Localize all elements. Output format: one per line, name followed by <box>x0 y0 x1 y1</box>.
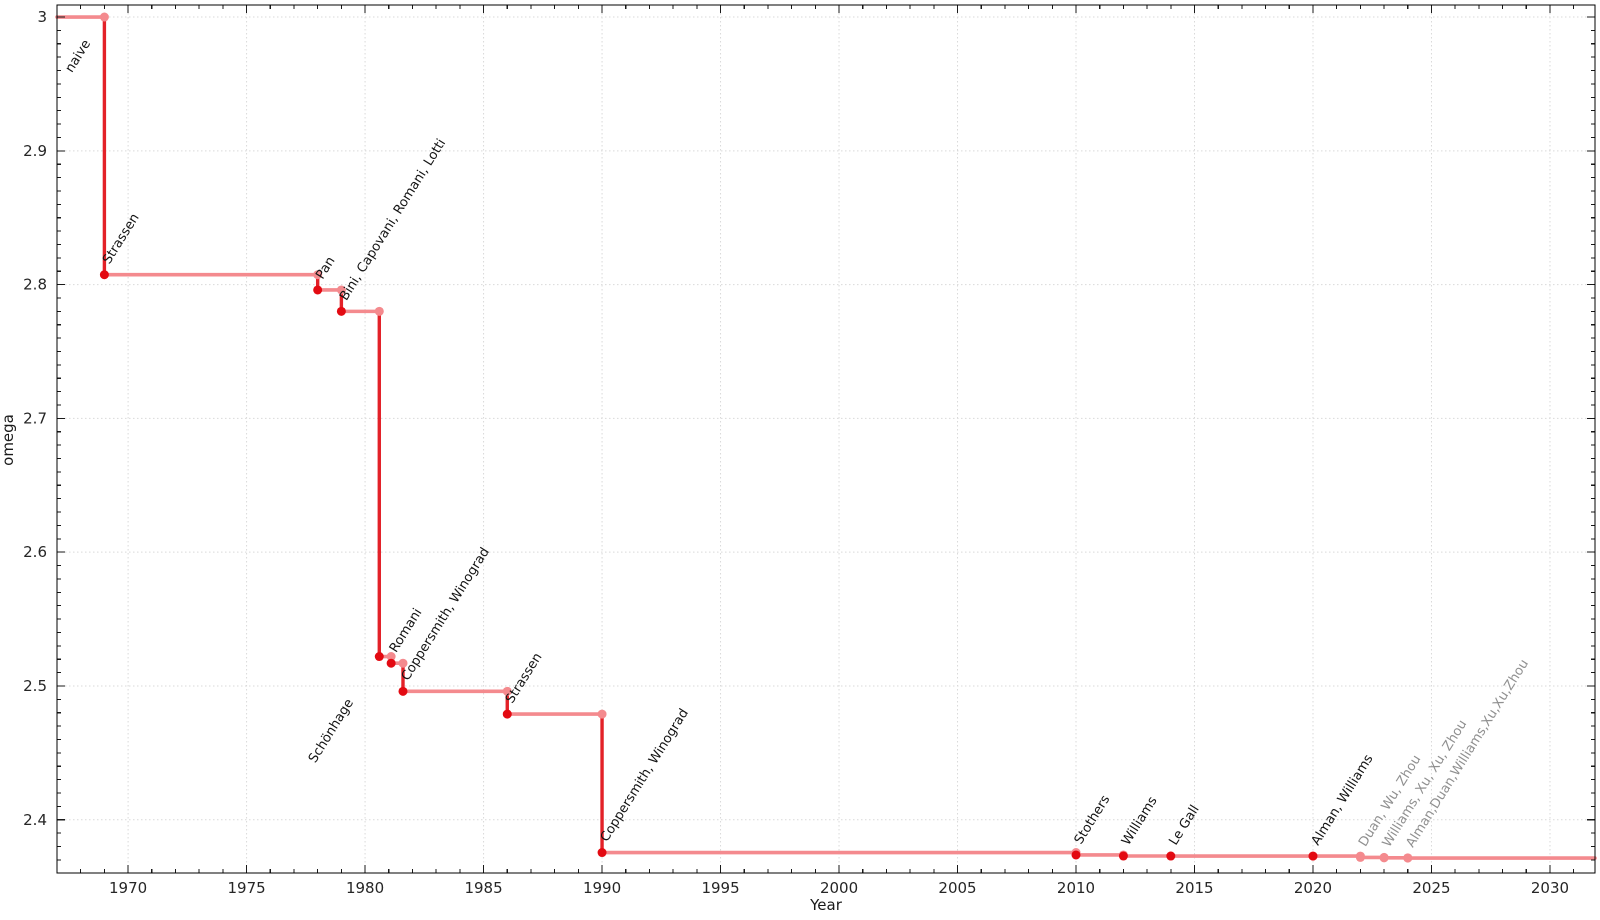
event-point-strassen-1986 <box>502 709 512 719</box>
annotation-sch-nhage-1981: Schönhage <box>306 696 357 765</box>
x-tick-label-2020: 2020 <box>1294 879 1332 897</box>
annotation-bini-capovani-romani-lotti-1979: Bini, Capovani, Romani, Lotti <box>337 136 449 303</box>
corner-point <box>313 270 323 280</box>
y-tick-label-2.5: 2.5 <box>23 677 47 695</box>
annotation-coppersmith-winograd-1990: Coppersmith, Winograd <box>598 706 692 844</box>
event-point-coppersmith-winograd-1990 <box>597 848 607 858</box>
corner-point <box>597 709 607 719</box>
grid-lines <box>57 5 1595 873</box>
y-axis-title: omega <box>0 414 17 466</box>
x-tick-label-2005: 2005 <box>938 879 976 897</box>
x-tick-label-1985: 1985 <box>464 879 502 897</box>
x-tick-label-2030: 2030 <box>1531 879 1569 897</box>
event-point-bini-capovani-romani-lotti-1979 <box>336 306 346 316</box>
x-tick-label-1970: 1970 <box>109 879 147 897</box>
axis-ticks <box>56 5 1595 873</box>
event-point-coppersmith-winograd-1981 <box>398 686 408 696</box>
event-point-alman-williams-2020 <box>1308 851 1318 861</box>
x-tick-label-1975: 1975 <box>227 879 265 897</box>
y-tick-label-2.6: 2.6 <box>23 543 47 561</box>
event-point-williams-2012 <box>1118 851 1128 861</box>
y-tick-label-3: 3 <box>37 8 47 26</box>
x-tick-label-1990: 1990 <box>583 879 621 897</box>
annotation-strassen-1969: Strassen <box>100 211 143 267</box>
step-series <box>55 12 1597 863</box>
plot-border <box>56 4 1596 874</box>
corner-point <box>99 12 109 22</box>
corner-point <box>502 686 512 696</box>
x-tick-label-2025: 2025 <box>1412 879 1450 897</box>
annotation-williams-2012: Williams <box>1119 794 1161 848</box>
plot-box <box>56 4 1596 874</box>
annotation-alman-duan-williams-xu-xu-zhou-2024: Alman,Duan,Williams,Xu,Xu,Zhou <box>1403 657 1532 850</box>
x-tick-label-2010: 2010 <box>1057 879 1095 897</box>
event-point-pan-1978 <box>313 285 323 295</box>
corner-point <box>374 306 384 316</box>
x-tick-label-1980: 1980 <box>346 879 384 897</box>
x-axis-title: Year <box>809 896 843 914</box>
y-tick-label-2.8: 2.8 <box>23 276 47 294</box>
annotation-le-gall-2014: Le Gall <box>1166 803 1202 849</box>
y-tick-label-2.9: 2.9 <box>23 142 47 160</box>
event-point-le-gall-2014 <box>1166 851 1176 861</box>
event-point-sch-nhage-1981 <box>374 652 384 662</box>
corner-point <box>336 285 346 295</box>
event-point-duan-wu-zhou-2022 <box>1355 852 1365 862</box>
event-point-williams-xu-xu-zhou-2023 <box>1379 853 1389 863</box>
x-tick-label-2000: 2000 <box>820 879 858 897</box>
x-tick-label-1995: 1995 <box>701 879 739 897</box>
x-tick-label-2015: 2015 <box>1175 879 1213 897</box>
corner-point <box>398 658 408 668</box>
tick-labels: 1970 1975 1980 1985 1990 1995 2000 2005 2010 2015… <box>23 8 1569 897</box>
event-point-strassen-1969 <box>99 270 109 280</box>
corner-point <box>386 652 396 662</box>
y-tick-label-2.7: 2.7 <box>23 409 47 427</box>
y-tick-label-2.4: 2.4 <box>23 811 47 829</box>
event-point-stothers-2010 <box>1071 850 1081 860</box>
event-point-romani-1981 <box>386 658 396 668</box>
event-point-alman-duan-williams-xu-xu-zhou-2024 <box>1403 853 1413 863</box>
annotation-naive: naive <box>63 37 95 75</box>
annotation-strassen-1986: Strassen <box>503 650 546 706</box>
